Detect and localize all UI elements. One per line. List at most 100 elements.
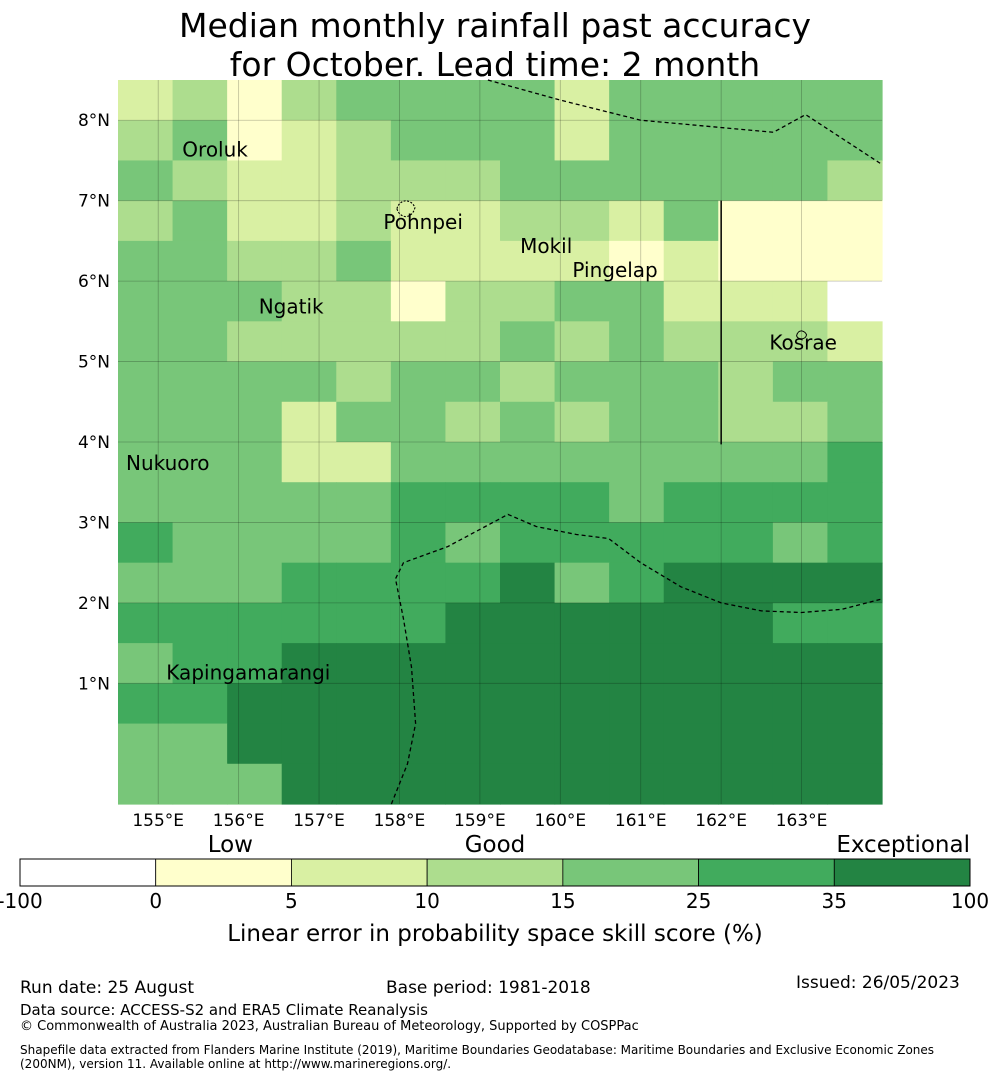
skill-grid (118, 80, 883, 805)
kosrae-outline (796, 330, 808, 340)
skill-cell (609, 763, 665, 805)
skill-cell (172, 240, 228, 282)
skill-cell (336, 522, 392, 564)
colorbar-category-label: Low (208, 832, 253, 858)
skill-cell (772, 200, 829, 242)
colorbar-swatch (19, 858, 157, 887)
skill-cell (554, 522, 610, 564)
skill-cell (718, 200, 774, 242)
colorbar-tick-label: -100 (0, 889, 43, 913)
skill-cell (554, 683, 610, 725)
skill-cell (390, 643, 447, 684)
skill-cell (772, 80, 829, 121)
skill-cell (663, 80, 719, 121)
skill-cell (336, 763, 392, 805)
skill-cell (827, 643, 883, 684)
skill-cell (118, 562, 174, 604)
skill-cell (663, 321, 719, 363)
skill-cell (336, 683, 392, 725)
lon-tick-label: 163°E (776, 811, 828, 831)
skill-cell (554, 723, 610, 765)
base-period: Base period: 1981-2018 (386, 978, 591, 998)
skill-cell (281, 160, 337, 202)
skill-cell (554, 482, 610, 524)
skill-cell (227, 200, 283, 242)
skill-cell (445, 361, 501, 403)
skill-cell (500, 200, 556, 242)
skill-cell (663, 723, 719, 765)
skill-cell (772, 482, 829, 524)
skill-cell (554, 442, 610, 483)
skill-cell (118, 160, 174, 202)
colorbar-axis-label: Linear error in probability space skill … (227, 921, 763, 947)
lon-tick-label: 158°E (374, 811, 426, 831)
skill-cell (227, 602, 283, 644)
lat-tick-label: 7°N (78, 192, 110, 212)
skill-cell (718, 240, 774, 282)
skill-cell (445, 80, 501, 121)
skill-cell (445, 281, 501, 322)
skill-cell (172, 281, 228, 322)
skill-cell (500, 723, 556, 765)
skill-cell (118, 361, 174, 403)
skill-cell (390, 442, 447, 483)
skill-cell (118, 120, 174, 162)
skill-cell (772, 522, 829, 564)
lon-tick-label: 160°E (534, 811, 586, 831)
skill-cell (281, 602, 337, 644)
eez-boundary-line (487, 79, 883, 166)
skill-cell (554, 120, 610, 162)
skill-cell (281, 562, 337, 604)
skill-cell (118, 522, 174, 564)
colorbar-tick-label: 15 (550, 889, 575, 913)
skill-cell (445, 643, 501, 684)
skill-cell (554, 240, 610, 282)
issued-date: Issued: 26/05/2023 (796, 973, 960, 993)
skill-cell (663, 643, 719, 684)
skill-cell (827, 522, 883, 564)
skill-cell (172, 602, 228, 644)
skill-cell (227, 723, 283, 765)
skill-cell (718, 442, 774, 483)
skill-cell (390, 482, 447, 524)
skill-cell (227, 80, 283, 121)
skill-cell (609, 321, 665, 363)
skill-cell (390, 80, 447, 121)
skill-cell (390, 763, 447, 805)
skill-cell (118, 602, 174, 644)
skill-cell (172, 643, 228, 684)
skill-cell (500, 80, 556, 121)
skill-cell (663, 281, 719, 322)
skill-cell (281, 723, 337, 765)
skill-cell (718, 482, 774, 524)
colorbar-swatch (698, 858, 835, 887)
skill-cell (227, 763, 283, 805)
skill-cell (827, 602, 883, 644)
skill-cell (227, 643, 283, 684)
skill-cell (172, 200, 228, 242)
skill-cell (172, 361, 228, 403)
skill-cell (172, 562, 228, 604)
skill-cell (281, 281, 337, 322)
skill-cell (336, 240, 392, 282)
skill-cell (227, 120, 283, 162)
skill-cell (172, 401, 228, 443)
skill-cell (445, 723, 501, 765)
skill-cell (772, 160, 829, 202)
eez-boundaries (390, 79, 883, 805)
lon-tick-label: 157°E (293, 811, 345, 831)
colorbar-tick-label: 35 (822, 889, 847, 913)
skill-cell (772, 643, 829, 684)
skill-cell (172, 683, 228, 725)
skill-cell (172, 160, 228, 202)
skill-cell (336, 80, 392, 121)
skill-cell (500, 442, 556, 483)
lon-tick-label: 161°E (615, 811, 667, 831)
skill-cell (609, 562, 665, 604)
skill-cell (500, 401, 556, 443)
skill-cell (336, 602, 392, 644)
skill-cell (281, 482, 337, 524)
lat-tick-label: 5°N (78, 353, 110, 373)
skill-cell (827, 281, 883, 322)
skill-cell (609, 120, 665, 162)
